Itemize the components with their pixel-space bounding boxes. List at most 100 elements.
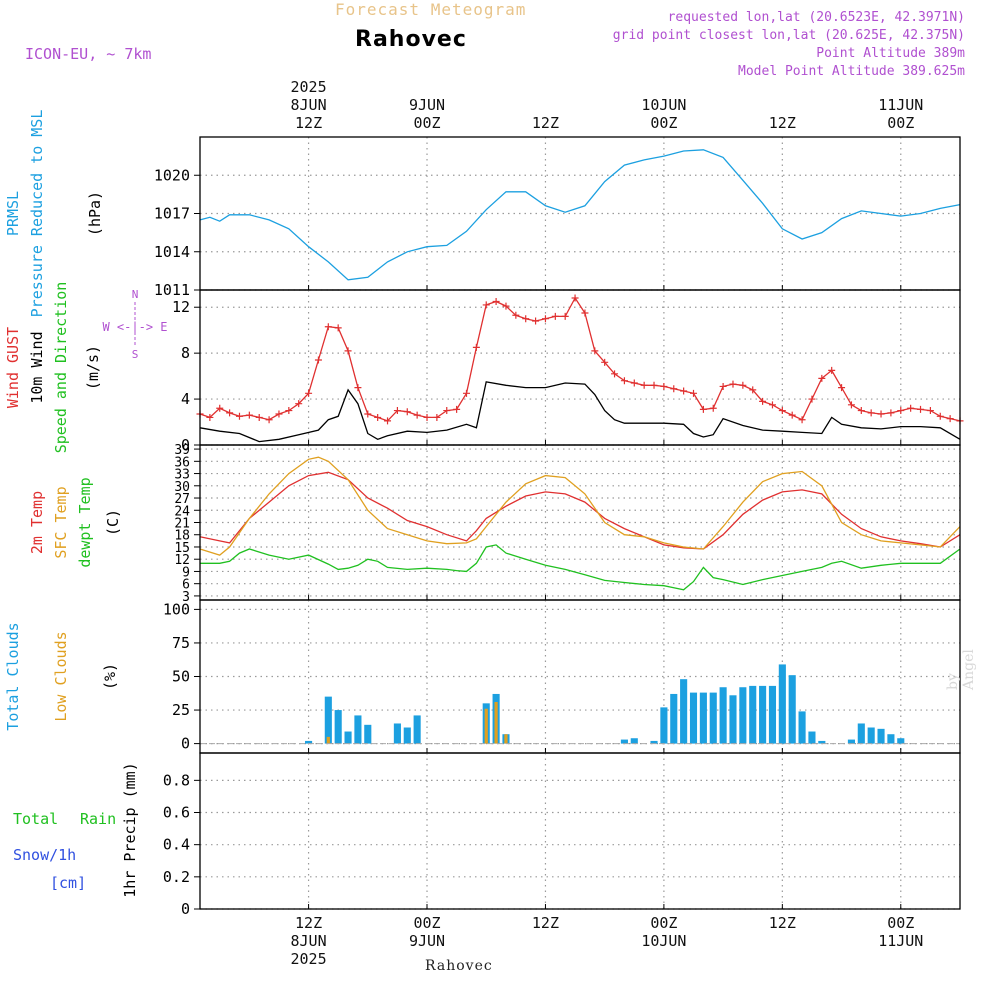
clouds-bar <box>680 679 688 744</box>
y-tick-label: 18 <box>174 529 190 544</box>
precip-rain-label: Rain <box>80 810 116 828</box>
requested-coords: requested lon,lat (20.6523E, 42.3971N) <box>667 10 965 25</box>
grid-point-coords: grid point closest lon,lat (20.625E, 42.… <box>612 28 965 43</box>
footer-location: Rahovec <box>425 958 493 974</box>
gust-marker <box>374 413 382 421</box>
y-tick-label: 33 <box>174 468 190 483</box>
y-tick-label: 1014 <box>154 243 190 261</box>
clouds-bar <box>326 736 330 744</box>
panel-frame <box>199 289 961 446</box>
time-label-bottom: 00Z <box>650 914 677 932</box>
y-tick-label: 1011 <box>154 281 190 299</box>
gust-marker <box>334 324 342 332</box>
clouds-bar <box>877 728 885 744</box>
gust-marker <box>423 413 431 421</box>
clouds-bar <box>699 692 707 744</box>
clouds-bar <box>749 685 757 744</box>
clouds-bar <box>660 707 668 744</box>
gust-marker <box>650 381 658 389</box>
gust-marker <box>670 385 678 393</box>
time-label-bottom: 12Z <box>295 914 322 932</box>
clouds-bar <box>729 695 737 744</box>
clouds-bar <box>847 739 855 744</box>
gust-marker <box>907 404 915 412</box>
gust-marker <box>384 417 392 425</box>
gust-marker <box>660 382 668 390</box>
gust-marker <box>482 301 490 309</box>
clouds-bar <box>759 685 767 744</box>
temperature-axis-label: SFC Temp <box>52 486 70 558</box>
model-point-altitude: Model Point Altitude 389.625m <box>738 64 965 79</box>
gust-marker <box>857 407 865 415</box>
clouds-bar <box>334 710 342 744</box>
y-tick-label: 50 <box>172 668 190 686</box>
gust-marker <box>305 389 313 397</box>
time-label-top: 10JUN <box>641 96 686 114</box>
clouds-bar <box>768 685 777 744</box>
gust-marker <box>522 315 530 323</box>
gust-marker <box>354 384 362 392</box>
gust-marker <box>324 323 332 331</box>
clouds-bar <box>305 740 313 744</box>
credit-watermark: by Angel <box>945 649 977 690</box>
y-tick-label: 3 <box>182 590 190 605</box>
gust-marker <box>788 411 796 419</box>
y-tick-label: 0 <box>181 900 190 918</box>
gust-marker <box>443 407 451 415</box>
wind-series-line-1 <box>199 381 961 443</box>
gust-marker <box>462 389 470 397</box>
y-tick-label: 6 <box>182 578 190 593</box>
clouds-bar <box>403 727 411 744</box>
y-tick-label: 21 <box>174 517 190 532</box>
gust-marker <box>245 411 253 419</box>
clouds-bar <box>393 723 401 744</box>
gust-marker <box>818 374 826 382</box>
y-tick-label: 0.8 <box>163 771 190 789</box>
pressure-axis-label: Pressure Reduced to MSL <box>28 110 46 318</box>
wind-axis-label: Wind GUST <box>4 327 22 408</box>
gust-marker <box>216 404 224 412</box>
clouds-bar <box>887 734 895 744</box>
clouds-bar <box>818 740 826 744</box>
time-label-top: 8JUN <box>291 96 327 114</box>
clouds-bar <box>324 696 332 744</box>
time-label-top: 11JUN <box>878 96 923 114</box>
clouds-bar <box>344 731 352 744</box>
time-label-bottom: 12Z <box>532 914 559 932</box>
precip-total-label: Total <box>13 810 58 828</box>
y-tick-label: 0 <box>181 436 190 454</box>
gust-marker <box>729 380 737 388</box>
clouds-bar <box>857 723 865 744</box>
y-tick-label: 30 <box>174 480 190 495</box>
temperature-series-line-1 <box>199 456 961 556</box>
wind-series-line-0 <box>199 296 961 422</box>
clouds-bar <box>504 734 508 744</box>
clouds-axis-label: Low Clouds <box>52 631 70 721</box>
gust-marker <box>453 405 461 413</box>
pressure-series-line-0 <box>199 149 961 281</box>
gust-marker <box>828 366 836 374</box>
gust-marker <box>413 411 421 419</box>
pressure-axis-label: (hPa) <box>86 191 104 236</box>
gust-marker <box>838 384 846 392</box>
compass-n-label: N <box>132 288 139 301</box>
gust-marker <box>680 387 688 395</box>
clouds-bar <box>709 692 717 744</box>
location-title: Rahovec <box>355 27 467 52</box>
gust-marker <box>581 309 589 317</box>
gust-marker <box>611 370 619 378</box>
clouds-bar <box>630 738 638 744</box>
time-label-top: 9JUN <box>409 96 445 114</box>
gust-marker <box>344 347 352 355</box>
wind-axis-label: 10m Wind <box>28 331 46 403</box>
clouds-bar <box>354 715 362 744</box>
gust-marker <box>936 412 944 420</box>
gust-marker <box>285 407 293 415</box>
temperature-axis-label: (C) <box>104 509 122 536</box>
gust-marker <box>472 343 480 351</box>
clouds-bar <box>650 740 658 744</box>
gust-marker <box>206 413 214 421</box>
gust-marker <box>235 412 243 420</box>
temperature-series-line-2 <box>200 544 961 591</box>
